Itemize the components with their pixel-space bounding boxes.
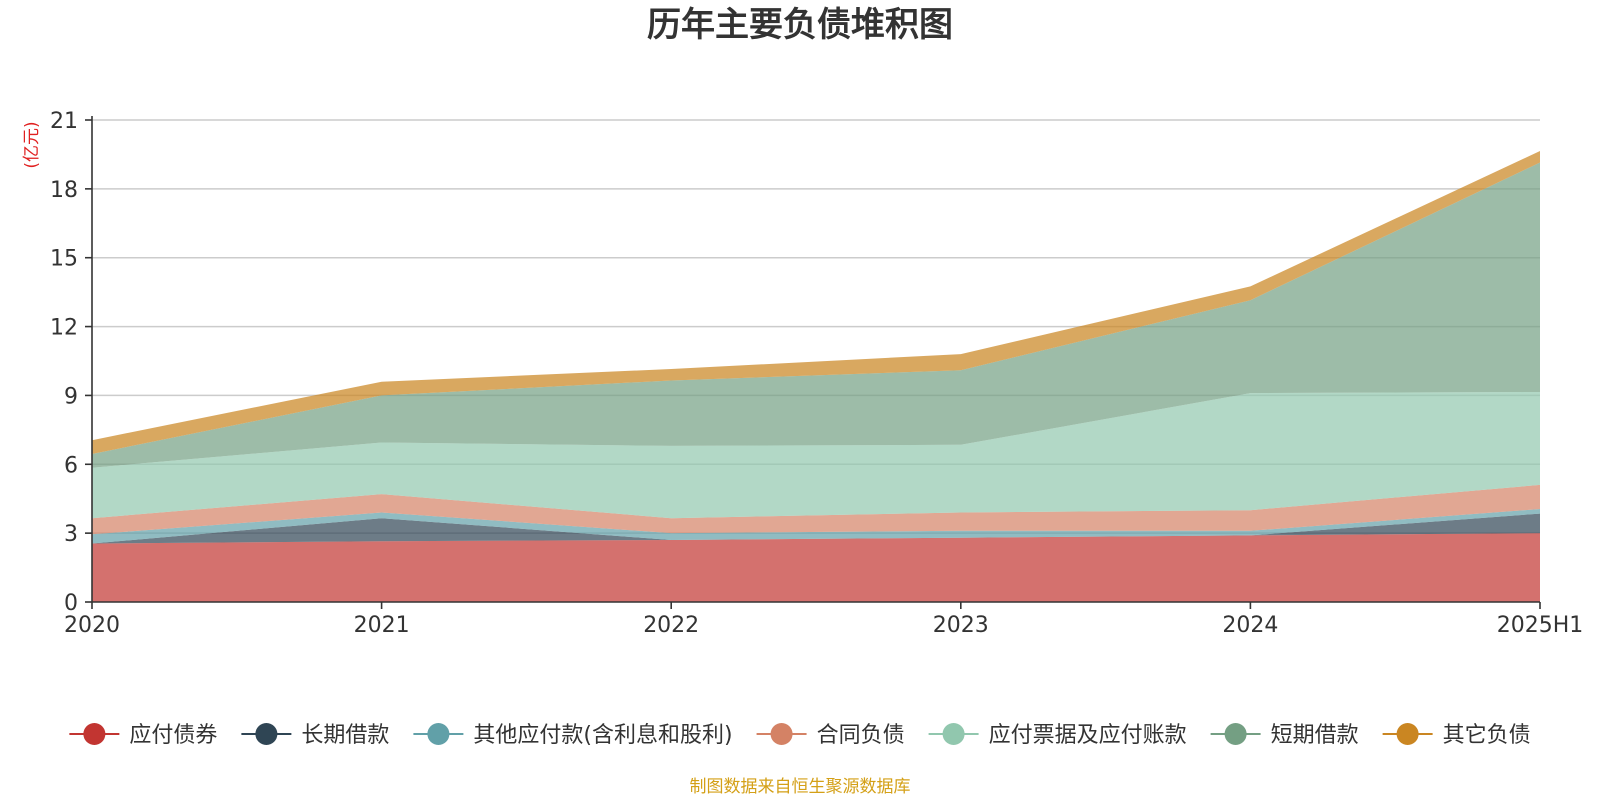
area-series-3 bbox=[92, 509, 1540, 544]
legend-dot-icon bbox=[427, 723, 450, 745]
legend-item-6[interactable]: 短期借款 bbox=[1210, 723, 1359, 748]
x-tick-label-2020: 2020 bbox=[64, 613, 120, 638]
legend-label[interactable]: 合同负债 bbox=[817, 723, 905, 748]
y-tick-label-9: 9 bbox=[64, 384, 78, 409]
legend-label[interactable]: 长期借款 bbox=[301, 723, 389, 748]
area-series-1 bbox=[92, 533, 1540, 602]
legend-label[interactable]: 应付债券 bbox=[129, 723, 217, 748]
y-tick-label-3: 3 bbox=[64, 522, 78, 547]
legend-label[interactable]: 短期借款 bbox=[1271, 723, 1359, 748]
legend-label[interactable]: 其它负债 bbox=[1443, 723, 1531, 748]
legend-dot-icon bbox=[770, 723, 793, 745]
area-series-4 bbox=[92, 484, 1540, 535]
area-series bbox=[92, 151, 1540, 602]
x-tick-label-2022: 2022 bbox=[643, 613, 699, 638]
y-tick-label-6: 6 bbox=[64, 453, 78, 478]
x-tick-label-2025H1: 2025H1 bbox=[1497, 613, 1584, 638]
legend[interactable]: 应付债券 长期借款 其他应付款(含利息和股利) 合同负债 应付票据及应付账款 短期借款 其它… bbox=[69, 723, 1531, 748]
legend-item-5[interactable]: 应付票据及应付账款 bbox=[928, 723, 1187, 748]
data-source-note: 制图数据来自恒生聚源数据库 bbox=[690, 777, 911, 797]
legend-item-2[interactable]: 长期借款 bbox=[241, 723, 389, 748]
legend-dot-icon bbox=[1224, 723, 1247, 745]
area-series-2 bbox=[92, 513, 1540, 544]
legend-dot-icon bbox=[83, 723, 106, 745]
area-series-5 bbox=[92, 392, 1540, 519]
legend-item-1[interactable]: 应付债券 bbox=[69, 723, 217, 748]
legend-item-3[interactable]: 其他应付款(含利息和股利) bbox=[413, 723, 733, 748]
chart-title: 历年主要负债堆积图 bbox=[647, 5, 953, 45]
legend-label[interactable]: 其他应付款(含利息和股利) bbox=[473, 723, 732, 748]
y-tick-label-12: 12 bbox=[50, 316, 78, 341]
y-tick-label-15: 15 bbox=[50, 247, 78, 272]
legend-label[interactable]: 应付票据及应付账款 bbox=[989, 723, 1187, 748]
x-tick-label-2024: 2024 bbox=[1222, 613, 1278, 638]
legend-dot-icon bbox=[1396, 723, 1419, 745]
legend-item-4[interactable]: 合同负债 bbox=[756, 723, 905, 748]
legend-dot-icon bbox=[942, 723, 965, 745]
x-tick-label-2023: 2023 bbox=[933, 613, 989, 638]
y-tick-label-18: 18 bbox=[50, 178, 78, 203]
area-series-7 bbox=[92, 151, 1540, 454]
area-series-6 bbox=[92, 162, 1540, 468]
legend-dot-icon bbox=[255, 723, 278, 745]
legend-item-7[interactable]: 其它负债 bbox=[1382, 723, 1531, 748]
y-tick-label-0: 0 bbox=[64, 591, 78, 616]
y-axis-unit-label: (亿元) bbox=[22, 121, 42, 168]
axes: 0 3 6 9 12 15 18 21 2020 2021 2022 2023 2024 2025H1 bbox=[50, 109, 1583, 638]
x-tick-label-2021: 2021 bbox=[354, 613, 410, 638]
y-tick-label-21: 21 bbox=[50, 109, 78, 134]
